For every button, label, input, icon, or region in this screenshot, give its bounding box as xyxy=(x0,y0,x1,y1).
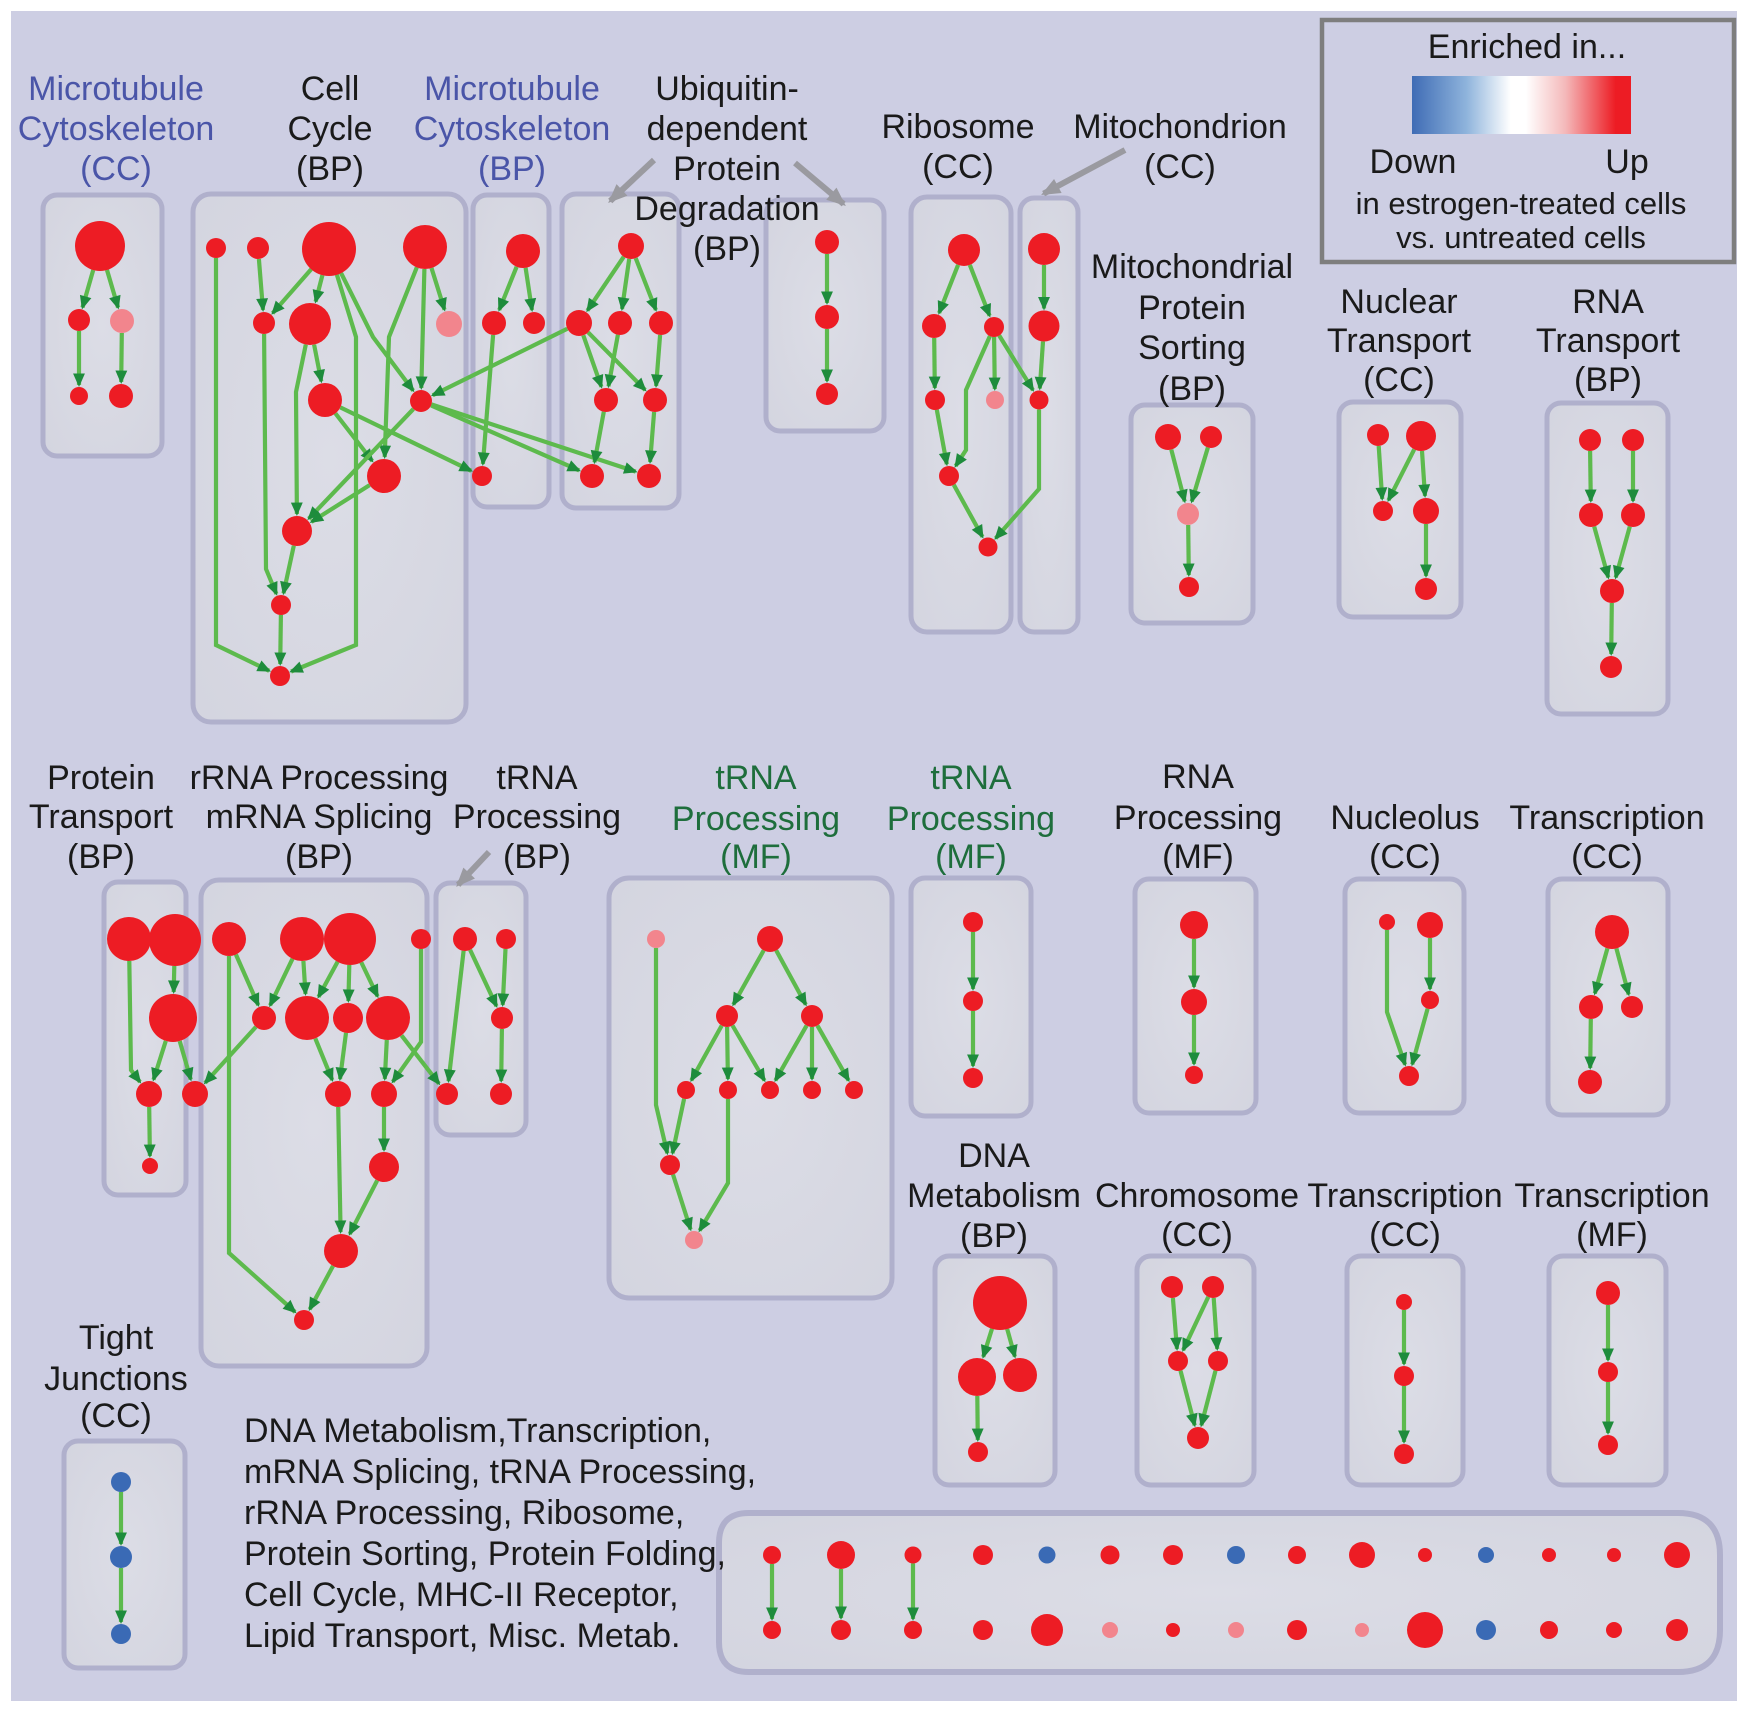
svg-text:Microtubule: Microtubule xyxy=(424,70,600,108)
svg-text:Sorting: Sorting xyxy=(1138,329,1246,367)
svg-text:(MF): (MF) xyxy=(1576,1216,1648,1254)
svg-text:Nucleolus: Nucleolus xyxy=(1330,799,1479,837)
svg-text:Transcription: Transcription xyxy=(1509,799,1704,837)
svg-text:in estrogen-treated cells: in estrogen-treated cells xyxy=(1356,186,1687,221)
svg-text:dependent: dependent xyxy=(647,110,808,148)
svg-text:Cycle: Cycle xyxy=(287,110,372,148)
svg-text:(CC): (CC) xyxy=(922,148,994,186)
svg-text:Junctions: Junctions xyxy=(44,1360,188,1398)
svg-text:Metabolism: Metabolism xyxy=(907,1177,1081,1215)
svg-text:Tight: Tight xyxy=(79,1319,154,1357)
svg-text:RNA: RNA xyxy=(1572,283,1644,321)
svg-text:(BP): (BP) xyxy=(503,838,571,876)
svg-text:Mitochondrial: Mitochondrial xyxy=(1091,248,1293,286)
svg-text:rRNA Processing: rRNA Processing xyxy=(190,759,449,797)
svg-text:Ubiquitin-: Ubiquitin- xyxy=(655,70,799,108)
svg-text:Protein Sorting, Protein Foldi: Protein Sorting, Protein Folding, xyxy=(244,1535,726,1573)
svg-text:Processing: Processing xyxy=(887,800,1055,838)
svg-text:(BP): (BP) xyxy=(478,150,546,188)
svg-text:rRNA Processing, Ribosome,: rRNA Processing, Ribosome, xyxy=(244,1494,684,1532)
svg-text:Cytoskeleton: Cytoskeleton xyxy=(414,110,611,148)
svg-text:Cell Cycle, MHC-II Receptor,: Cell Cycle, MHC-II Receptor, xyxy=(244,1576,679,1614)
svg-text:Processing: Processing xyxy=(1114,799,1282,837)
svg-text:Protein: Protein xyxy=(673,150,781,188)
svg-text:Processing: Processing xyxy=(672,800,840,838)
svg-text:Microtubule: Microtubule xyxy=(28,70,204,108)
svg-text:(CC): (CC) xyxy=(80,150,152,188)
svg-text:Transport: Transport xyxy=(1327,322,1472,360)
svg-text:(BP): (BP) xyxy=(1574,361,1642,399)
svg-text:Down: Down xyxy=(1370,143,1457,181)
svg-text:(MF): (MF) xyxy=(1162,838,1234,876)
svg-text:mRNA Splicing, tRNA Processing: mRNA Splicing, tRNA Processing, xyxy=(244,1453,756,1491)
svg-text:DNA: DNA xyxy=(958,1137,1030,1175)
svg-text:(CC): (CC) xyxy=(1363,361,1435,399)
svg-text:tRNA: tRNA xyxy=(496,759,578,797)
svg-text:Up: Up xyxy=(1605,143,1648,181)
svg-text:Nuclear: Nuclear xyxy=(1340,283,1457,321)
svg-text:mRNA Splicing: mRNA Splicing xyxy=(206,798,433,836)
svg-text:Transport: Transport xyxy=(29,798,174,836)
svg-text:(MF): (MF) xyxy=(935,838,1007,876)
svg-text:Processing: Processing xyxy=(453,798,621,836)
svg-text:Transcription: Transcription xyxy=(1307,1177,1502,1215)
svg-text:(CC): (CC) xyxy=(1369,838,1441,876)
svg-text:Mitochondrion: Mitochondrion xyxy=(1073,108,1287,146)
svg-text:Degradation: Degradation xyxy=(634,190,819,228)
svg-text:(BP): (BP) xyxy=(67,838,135,876)
svg-text:Ribosome: Ribosome xyxy=(881,108,1034,146)
svg-text:(CC): (CC) xyxy=(1369,1216,1441,1254)
svg-text:Transcription: Transcription xyxy=(1514,1177,1709,1215)
svg-text:tRNA: tRNA xyxy=(930,759,1012,797)
svg-text:tRNA: tRNA xyxy=(715,759,797,797)
svg-text:(BP): (BP) xyxy=(296,150,364,188)
svg-text:Lipid Transport, Misc. Metab.: Lipid Transport, Misc. Metab. xyxy=(244,1617,681,1655)
svg-text:(CC): (CC) xyxy=(1144,148,1216,186)
svg-text:Chromosome: Chromosome xyxy=(1095,1177,1299,1215)
svg-text:vs. untreated cells: vs. untreated cells xyxy=(1396,220,1646,255)
svg-text:Cell: Cell xyxy=(301,70,360,108)
svg-text:(CC): (CC) xyxy=(80,1397,152,1435)
svg-text:Enriched in...: Enriched in... xyxy=(1428,28,1626,66)
svg-text:(BP): (BP) xyxy=(1158,370,1226,408)
svg-text:Protein: Protein xyxy=(47,759,155,797)
svg-text:(CC): (CC) xyxy=(1571,838,1643,876)
svg-text:Protein: Protein xyxy=(1138,289,1246,327)
svg-text:(BP): (BP) xyxy=(960,1217,1028,1255)
svg-text:(BP): (BP) xyxy=(693,230,761,268)
svg-text:DNA Metabolism,Transcription,: DNA Metabolism,Transcription, xyxy=(244,1412,711,1450)
svg-text:RNA: RNA xyxy=(1162,758,1234,796)
svg-text:Transport: Transport xyxy=(1536,322,1681,360)
svg-text:(BP): (BP) xyxy=(285,838,353,876)
svg-text:(MF): (MF) xyxy=(720,838,792,876)
svg-text:(CC): (CC) xyxy=(1161,1216,1233,1254)
svg-text:Cytoskeleton: Cytoskeleton xyxy=(18,110,215,148)
